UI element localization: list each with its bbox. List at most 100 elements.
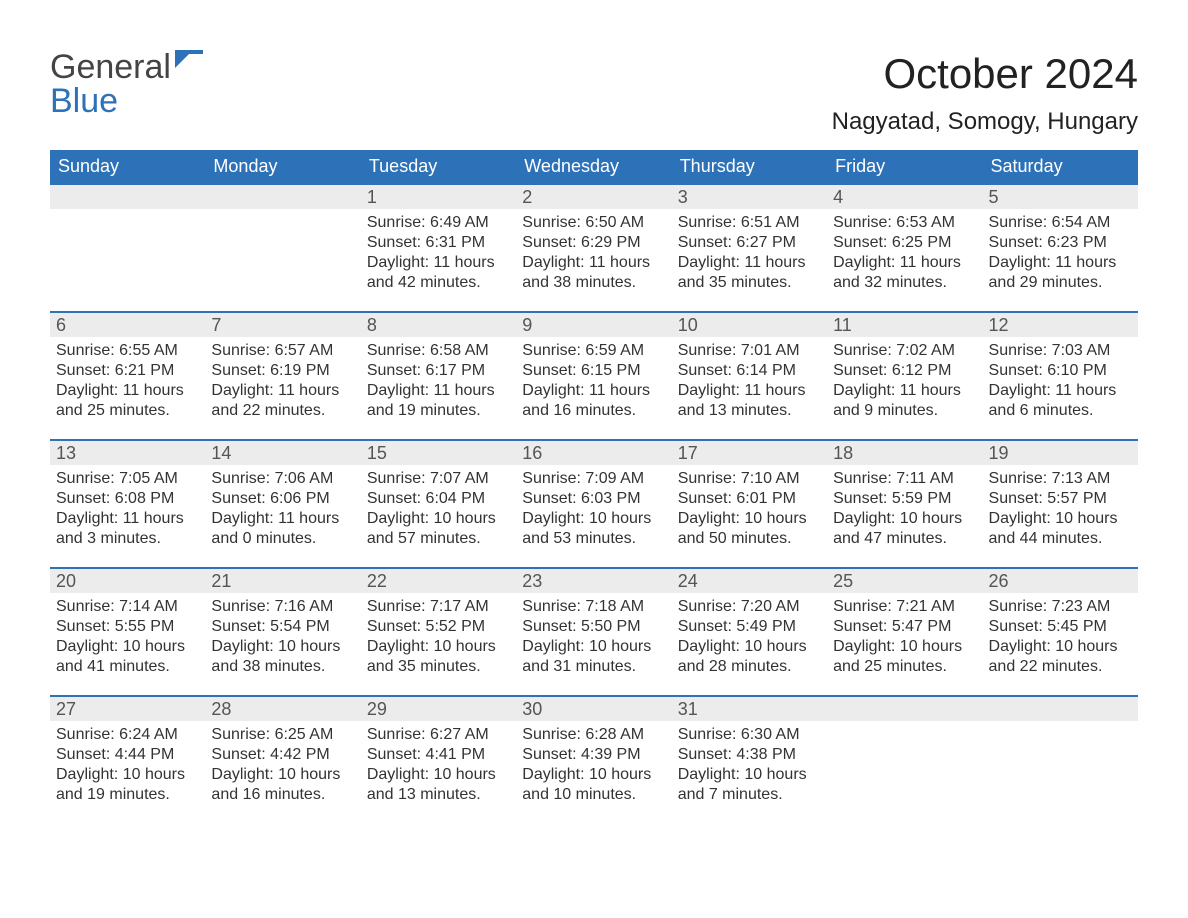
daylight-line2: and 42 minutes. xyxy=(367,273,510,293)
day-number: 22 xyxy=(361,569,516,593)
calendar-week-row: 27Sunrise: 6:24 AMSunset: 4:44 PMDayligh… xyxy=(50,696,1138,824)
calendar-cell: 21Sunrise: 7:16 AMSunset: 5:54 PMDayligh… xyxy=(205,568,360,696)
sunset-text: Sunset: 6:21 PM xyxy=(56,361,199,381)
sunrise-text: Sunrise: 6:50 AM xyxy=(522,213,665,233)
sunset-text: Sunset: 5:59 PM xyxy=(833,489,976,509)
day-content: Sunrise: 7:20 AMSunset: 5:49 PMDaylight:… xyxy=(672,593,827,683)
col-wednesday: Wednesday xyxy=(516,150,671,184)
day-number: 13 xyxy=(50,441,205,465)
sunset-text: Sunset: 6:17 PM xyxy=(367,361,510,381)
calendar-cell: 27Sunrise: 6:24 AMSunset: 4:44 PMDayligh… xyxy=(50,696,205,824)
daylight-line2: and 44 minutes. xyxy=(989,529,1132,549)
calendar-cell: 17Sunrise: 7:10 AMSunset: 6:01 PMDayligh… xyxy=(672,440,827,568)
sunrise-text: Sunrise: 7:01 AM xyxy=(678,341,821,361)
day-number: 26 xyxy=(983,569,1138,593)
daylight-line2: and 0 minutes. xyxy=(211,529,354,549)
daylight-line1: Daylight: 11 hours xyxy=(833,253,976,273)
calendar-cell: 16Sunrise: 7:09 AMSunset: 6:03 PMDayligh… xyxy=(516,440,671,568)
calendar-cell: 25Sunrise: 7:21 AMSunset: 5:47 PMDayligh… xyxy=(827,568,982,696)
calendar-cell: 8Sunrise: 6:58 AMSunset: 6:17 PMDaylight… xyxy=(361,312,516,440)
calendar-cell: 13Sunrise: 7:05 AMSunset: 6:08 PMDayligh… xyxy=(50,440,205,568)
daylight-line1: Daylight: 10 hours xyxy=(56,765,199,785)
sunset-text: Sunset: 6:23 PM xyxy=(989,233,1132,253)
daylight-line2: and 13 minutes. xyxy=(678,401,821,421)
day-number: 9 xyxy=(516,313,671,337)
day-content: Sunrise: 7:09 AMSunset: 6:03 PMDaylight:… xyxy=(516,465,671,555)
calendar-cell: 1Sunrise: 6:49 AMSunset: 6:31 PMDaylight… xyxy=(361,184,516,312)
day-content: Sunrise: 7:11 AMSunset: 5:59 PMDaylight:… xyxy=(827,465,982,555)
day-content: Sunrise: 7:01 AMSunset: 6:14 PMDaylight:… xyxy=(672,337,827,427)
calendar-cell: 28Sunrise: 6:25 AMSunset: 4:42 PMDayligh… xyxy=(205,696,360,824)
daylight-line1: Daylight: 11 hours xyxy=(522,381,665,401)
calendar-week-row: 20Sunrise: 7:14 AMSunset: 5:55 PMDayligh… xyxy=(50,568,1138,696)
calendar-cell: 31Sunrise: 6:30 AMSunset: 4:38 PMDayligh… xyxy=(672,696,827,824)
day-content xyxy=(983,721,1138,801)
sunset-text: Sunset: 4:42 PM xyxy=(211,745,354,765)
sunset-text: Sunset: 6:03 PM xyxy=(522,489,665,509)
sunset-text: Sunset: 5:54 PM xyxy=(211,617,354,637)
sunrise-text: Sunrise: 6:51 AM xyxy=(678,213,821,233)
daylight-line1: Daylight: 10 hours xyxy=(678,637,821,657)
sunrise-text: Sunrise: 7:03 AM xyxy=(989,341,1132,361)
weekday-header-row: Sunday Monday Tuesday Wednesday Thursday… xyxy=(50,150,1138,184)
day-content: Sunrise: 7:21 AMSunset: 5:47 PMDaylight:… xyxy=(827,593,982,683)
daylight-line2: and 25 minutes. xyxy=(56,401,199,421)
calendar-cell: 19Sunrise: 7:13 AMSunset: 5:57 PMDayligh… xyxy=(983,440,1138,568)
sunrise-text: Sunrise: 6:30 AM xyxy=(678,725,821,745)
location-subtitle: Nagyatad, Somogy, Hungary xyxy=(832,108,1138,136)
daylight-line1: Daylight: 10 hours xyxy=(833,509,976,529)
sunrise-text: Sunrise: 7:20 AM xyxy=(678,597,821,617)
sunset-text: Sunset: 6:10 PM xyxy=(989,361,1132,381)
sunrise-text: Sunrise: 7:11 AM xyxy=(833,469,976,489)
day-number xyxy=(50,185,205,209)
sunset-text: Sunset: 4:38 PM xyxy=(678,745,821,765)
calendar-week-row: 6Sunrise: 6:55 AMSunset: 6:21 PMDaylight… xyxy=(50,312,1138,440)
daylight-line1: Daylight: 11 hours xyxy=(56,381,199,401)
sunset-text: Sunset: 6:14 PM xyxy=(678,361,821,381)
calendar-week-row: 1Sunrise: 6:49 AMSunset: 6:31 PMDaylight… xyxy=(50,184,1138,312)
day-content: Sunrise: 6:49 AMSunset: 6:31 PMDaylight:… xyxy=(361,209,516,299)
daylight-line1: Daylight: 11 hours xyxy=(989,381,1132,401)
day-content: Sunrise: 7:03 AMSunset: 6:10 PMDaylight:… xyxy=(983,337,1138,427)
sunset-text: Sunset: 4:41 PM xyxy=(367,745,510,765)
sunset-text: Sunset: 5:45 PM xyxy=(989,617,1132,637)
calendar-cell: 2Sunrise: 6:50 AMSunset: 6:29 PMDaylight… xyxy=(516,184,671,312)
sunset-text: Sunset: 6:12 PM xyxy=(833,361,976,381)
day-content: Sunrise: 6:30 AMSunset: 4:38 PMDaylight:… xyxy=(672,721,827,811)
day-content: Sunrise: 7:17 AMSunset: 5:52 PMDaylight:… xyxy=(361,593,516,683)
sunrise-text: Sunrise: 6:25 AM xyxy=(211,725,354,745)
sunset-text: Sunset: 4:39 PM xyxy=(522,745,665,765)
daylight-line1: Daylight: 11 hours xyxy=(211,509,354,529)
sunrise-text: Sunrise: 6:55 AM xyxy=(56,341,199,361)
calendar-cell xyxy=(827,696,982,824)
calendar-cell: 18Sunrise: 7:11 AMSunset: 5:59 PMDayligh… xyxy=(827,440,982,568)
sunset-text: Sunset: 6:04 PM xyxy=(367,489,510,509)
calendar-cell: 30Sunrise: 6:28 AMSunset: 4:39 PMDayligh… xyxy=(516,696,671,824)
day-number: 31 xyxy=(672,697,827,721)
sunrise-text: Sunrise: 7:02 AM xyxy=(833,341,976,361)
sunrise-text: Sunrise: 7:10 AM xyxy=(678,469,821,489)
daylight-line1: Daylight: 10 hours xyxy=(989,637,1132,657)
sunset-text: Sunset: 6:31 PM xyxy=(367,233,510,253)
day-content xyxy=(205,209,360,289)
logo-word1: General xyxy=(50,48,171,86)
day-content: Sunrise: 7:16 AMSunset: 5:54 PMDaylight:… xyxy=(205,593,360,683)
day-content: Sunrise: 6:27 AMSunset: 4:41 PMDaylight:… xyxy=(361,721,516,811)
day-number: 10 xyxy=(672,313,827,337)
daylight-line2: and 16 minutes. xyxy=(211,785,354,805)
sunrise-text: Sunrise: 7:07 AM xyxy=(367,469,510,489)
daylight-line2: and 53 minutes. xyxy=(522,529,665,549)
day-number: 24 xyxy=(672,569,827,593)
daylight-line2: and 31 minutes. xyxy=(522,657,665,677)
sunrise-text: Sunrise: 7:09 AM xyxy=(522,469,665,489)
daylight-line1: Daylight: 10 hours xyxy=(367,637,510,657)
calendar-cell: 15Sunrise: 7:07 AMSunset: 6:04 PMDayligh… xyxy=(361,440,516,568)
col-sunday: Sunday xyxy=(50,150,205,184)
sunset-text: Sunset: 6:01 PM xyxy=(678,489,821,509)
day-content: Sunrise: 7:14 AMSunset: 5:55 PMDaylight:… xyxy=(50,593,205,683)
calendar-cell: 14Sunrise: 7:06 AMSunset: 6:06 PMDayligh… xyxy=(205,440,360,568)
col-friday: Friday xyxy=(827,150,982,184)
day-content: Sunrise: 7:02 AMSunset: 6:12 PMDaylight:… xyxy=(827,337,982,427)
calendar-cell xyxy=(205,184,360,312)
logo-flag-icon xyxy=(175,50,205,70)
